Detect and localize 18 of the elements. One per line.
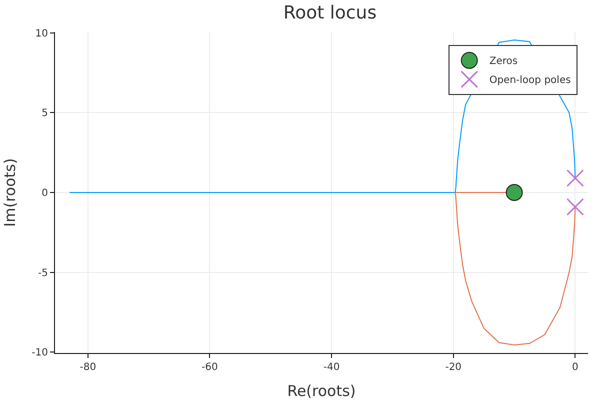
x-axis-title: Re(roots) (287, 382, 356, 400)
x-tick-label: -20 (445, 362, 462, 373)
y-tick-label: 0 (42, 188, 48, 199)
x-tick-label: -60 (202, 362, 218, 373)
chart-title: Root locus (283, 2, 377, 24)
y-axis-title: Im(roots) (1, 158, 19, 227)
x-tick-label: 0 (572, 362, 578, 373)
legend-label: Zeros (489, 56, 518, 68)
point (566, 198, 584, 216)
y-tick-label: 5 (42, 108, 48, 120)
y-tick-label: -5 (38, 268, 48, 279)
legend-label: Open-loop poles (489, 75, 571, 86)
x-tick-label: -80 (80, 362, 96, 373)
point (506, 184, 523, 201)
point (566, 169, 584, 187)
y-tick-label: -10 (32, 348, 48, 359)
x-tick-label: -40 (323, 362, 340, 373)
y-tick-label: 10 (35, 28, 48, 40)
